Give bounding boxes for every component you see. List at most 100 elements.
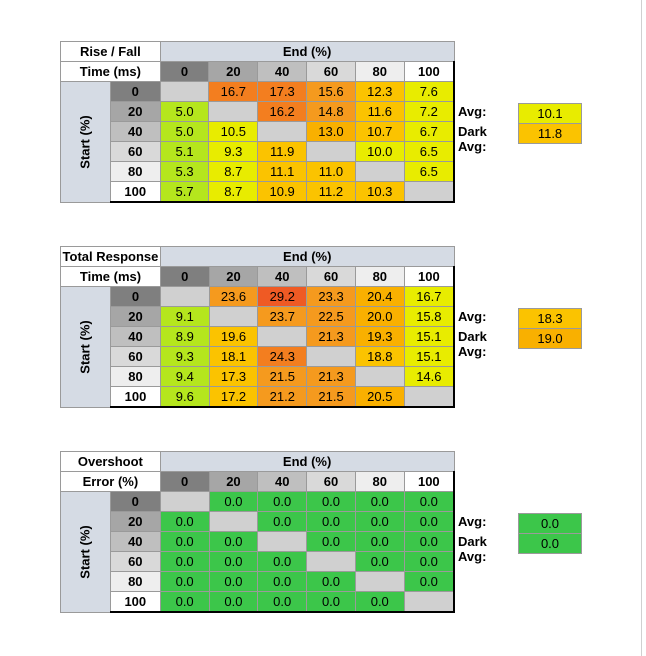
data-cell: 8.7 bbox=[208, 181, 259, 203]
column-header: 80 bbox=[354, 471, 405, 492]
table-row: 100 5.7 8.7 10.9 11.2 10.3 bbox=[61, 181, 455, 203]
avg-label: Avg: bbox=[458, 309, 487, 324]
data-cell: 0.0 bbox=[403, 531, 455, 552]
table-title-line1: Overshoot bbox=[60, 451, 161, 472]
data-cell: 0.0 bbox=[159, 531, 210, 552]
table-row: 20 5.0 16.2 14.8 11.6 7.2 bbox=[61, 101, 455, 122]
table-row: 40 0.0 0.0 0.0 0.0 0.0 bbox=[61, 531, 455, 552]
row-header: 20 bbox=[109, 306, 161, 327]
avg-label: Avg: bbox=[458, 104, 487, 119]
column-header: 0 bbox=[159, 266, 210, 287]
data-cell: 0.0 bbox=[306, 531, 356, 552]
data-cell: 14.8 bbox=[306, 101, 356, 122]
dark-avg-label: Dark Avg: bbox=[458, 124, 487, 154]
table-row: 40 5.0 10.5 13.0 10.7 6.7 bbox=[61, 121, 455, 142]
diagonal-cell bbox=[306, 346, 356, 367]
diagonal-cell bbox=[354, 571, 405, 592]
data-cell: 15.6 bbox=[306, 81, 356, 102]
table-title-line2: Time (ms) bbox=[60, 61, 161, 82]
data-cell: 14.6 bbox=[403, 366, 455, 387]
data-cell: 0.0 bbox=[159, 591, 210, 613]
table-row: 80 0.0 0.0 0.0 0.0 0.0 bbox=[61, 571, 455, 592]
data-cell: 11.1 bbox=[257, 161, 308, 182]
x-axis-label: End (%) bbox=[159, 246, 455, 267]
data-cell: 21.3 bbox=[306, 366, 356, 387]
column-header: 60 bbox=[306, 266, 356, 287]
data-cell: 20.5 bbox=[354, 386, 405, 408]
data-cell: 5.0 bbox=[159, 121, 210, 142]
column-header: 100 bbox=[403, 266, 455, 287]
data-cell: 0.0 bbox=[257, 591, 308, 613]
data-cell: 6.5 bbox=[403, 161, 455, 182]
data-cell: 13.0 bbox=[306, 121, 356, 142]
data-cell: 6.5 bbox=[403, 141, 455, 162]
data-cell: 9.6 bbox=[159, 386, 210, 408]
data-cell: 16.2 bbox=[257, 101, 308, 122]
data-cell: 21.5 bbox=[306, 386, 356, 408]
row-header: 40 bbox=[109, 326, 161, 347]
data-cell: 20.0 bbox=[354, 306, 405, 327]
column-header: 20 bbox=[208, 61, 259, 82]
data-cell: 12.3 bbox=[354, 81, 405, 102]
data-cell: 0.0 bbox=[208, 491, 259, 512]
column-header: 40 bbox=[257, 61, 308, 82]
data-cell: 20.4 bbox=[354, 286, 405, 307]
data-cell: 29.2 bbox=[257, 286, 308, 307]
data-cell: 17.2 bbox=[208, 386, 259, 408]
data-cell: 8.9 bbox=[159, 326, 210, 347]
diagonal-cell bbox=[257, 121, 308, 142]
data-cell: 19.3 bbox=[354, 326, 405, 347]
column-header: 60 bbox=[306, 61, 356, 82]
data-cell: 0.0 bbox=[306, 571, 356, 592]
row-header: 0 bbox=[109, 286, 161, 307]
data-cell: 0.0 bbox=[306, 511, 356, 532]
row-header: 100 bbox=[109, 386, 161, 408]
y-axis-label-cell: Start (%) bbox=[60, 81, 111, 203]
table-row: 20 0.0 0.0 0.0 0.0 0.0 bbox=[61, 511, 455, 532]
data-cell: 0.0 bbox=[354, 491, 405, 512]
data-cell: 11.0 bbox=[306, 161, 356, 182]
data-cell: 8.7 bbox=[208, 161, 259, 182]
data-cell: 0.0 bbox=[208, 591, 259, 613]
table-row: 100 9.6 17.2 21.2 21.5 20.5 bbox=[61, 386, 455, 408]
y-axis-label: Start (%) bbox=[77, 320, 93, 374]
diagonal-cell bbox=[159, 286, 210, 307]
data-cell: 7.6 bbox=[403, 81, 455, 102]
column-header: 20 bbox=[208, 266, 259, 287]
data-cell: 0.0 bbox=[208, 571, 259, 592]
row-header: 60 bbox=[109, 346, 161, 367]
data-cell: 5.7 bbox=[159, 181, 210, 203]
dark-avg-value: 19.0 bbox=[518, 328, 582, 349]
rise-fall-time-table: Rise / Fall End (%) Time (ms) 0 20 40 60 80 100 S… bbox=[60, 41, 582, 203]
diagonal-cell bbox=[403, 181, 455, 203]
diagonal-cell bbox=[159, 491, 210, 512]
column-header: 20 bbox=[208, 471, 259, 492]
data-cell: 0.0 bbox=[354, 551, 405, 572]
data-cell: 0.0 bbox=[403, 491, 455, 512]
table-row: 60 9.3 18.1 24.3 18.8 15.1 bbox=[61, 346, 455, 367]
data-cell: 10.0 bbox=[354, 141, 405, 162]
data-cell: 15.1 bbox=[403, 346, 455, 367]
data-cell: 0.0 bbox=[159, 511, 210, 532]
column-header: 0 bbox=[159, 471, 210, 492]
x-axis-label: End (%) bbox=[159, 451, 455, 472]
y-axis-label: Start (%) bbox=[77, 115, 93, 169]
overshoot-grid: Overshoot End (%) Error (%) 0 20 40 60 80 100 Sta… bbox=[60, 451, 455, 613]
data-cell: 19.6 bbox=[208, 326, 259, 347]
data-cell: 15.1 bbox=[403, 326, 455, 347]
column-header: 60 bbox=[306, 471, 356, 492]
row-header: 20 bbox=[109, 511, 161, 532]
data-cell: 10.3 bbox=[354, 181, 405, 203]
data-cell: 0.0 bbox=[257, 551, 308, 572]
data-cell: 0.0 bbox=[306, 491, 356, 512]
data-cell: 16.7 bbox=[208, 81, 259, 102]
data-cell: 0.0 bbox=[403, 511, 455, 532]
data-cell: 0.0 bbox=[257, 511, 308, 532]
data-cell: 0.0 bbox=[208, 551, 259, 572]
table-row: 40 8.9 19.6 21.3 19.3 15.1 bbox=[61, 326, 455, 347]
overshoot-error-table: Overshoot End (%) Error (%) 0 20 40 60 80 100 Sta… bbox=[60, 451, 582, 613]
table-title-line1: Rise / Fall bbox=[60, 41, 161, 62]
data-cell: 22.5 bbox=[306, 306, 356, 327]
column-header: 0 bbox=[159, 61, 210, 82]
row-header: 0 bbox=[109, 491, 161, 512]
